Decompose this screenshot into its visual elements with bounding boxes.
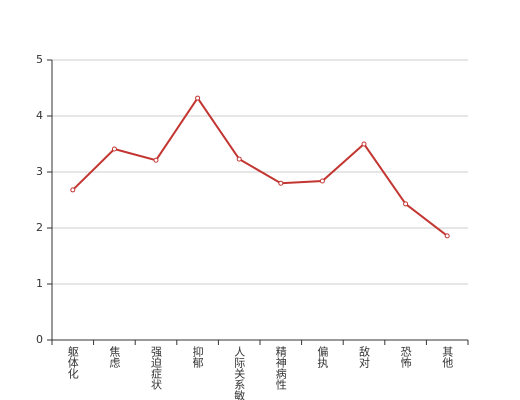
x-tick-label: 敌对 bbox=[358, 345, 371, 368]
line bbox=[72, 96, 448, 237]
point bbox=[403, 201, 409, 207]
point bbox=[236, 156, 242, 162]
x-tick-label: 强迫症状 bbox=[150, 346, 163, 390]
point bbox=[444, 233, 450, 239]
y-tick-label: 2 bbox=[36, 221, 43, 234]
point bbox=[195, 95, 201, 101]
y-tick-label: 1 bbox=[36, 277, 43, 290]
x-tick-label: 人际关系敏感 bbox=[233, 346, 246, 400]
x-tick-label: 偏执 bbox=[316, 345, 329, 369]
point bbox=[153, 157, 159, 163]
point bbox=[111, 146, 117, 152]
y-tick-label: 4 bbox=[36, 109, 43, 122]
point bbox=[278, 180, 284, 186]
x-tick-label: 躯体化 bbox=[66, 346, 79, 380]
y-tick-label: 3 bbox=[36, 165, 43, 178]
point bbox=[361, 141, 367, 147]
x-tick-label: 焦虑 bbox=[108, 346, 121, 368]
point bbox=[70, 187, 76, 193]
x-tick-label: 抑郁 bbox=[191, 345, 204, 368]
y-tick-label: 5 bbox=[36, 53, 43, 66]
point bbox=[319, 178, 325, 184]
x-tick-label: 恐怖 bbox=[399, 346, 412, 368]
x-tick-label: 其他 bbox=[441, 346, 454, 368]
x-tick-label: 精神病性 bbox=[274, 346, 287, 391]
y-tick-label: 0 bbox=[36, 333, 43, 346]
